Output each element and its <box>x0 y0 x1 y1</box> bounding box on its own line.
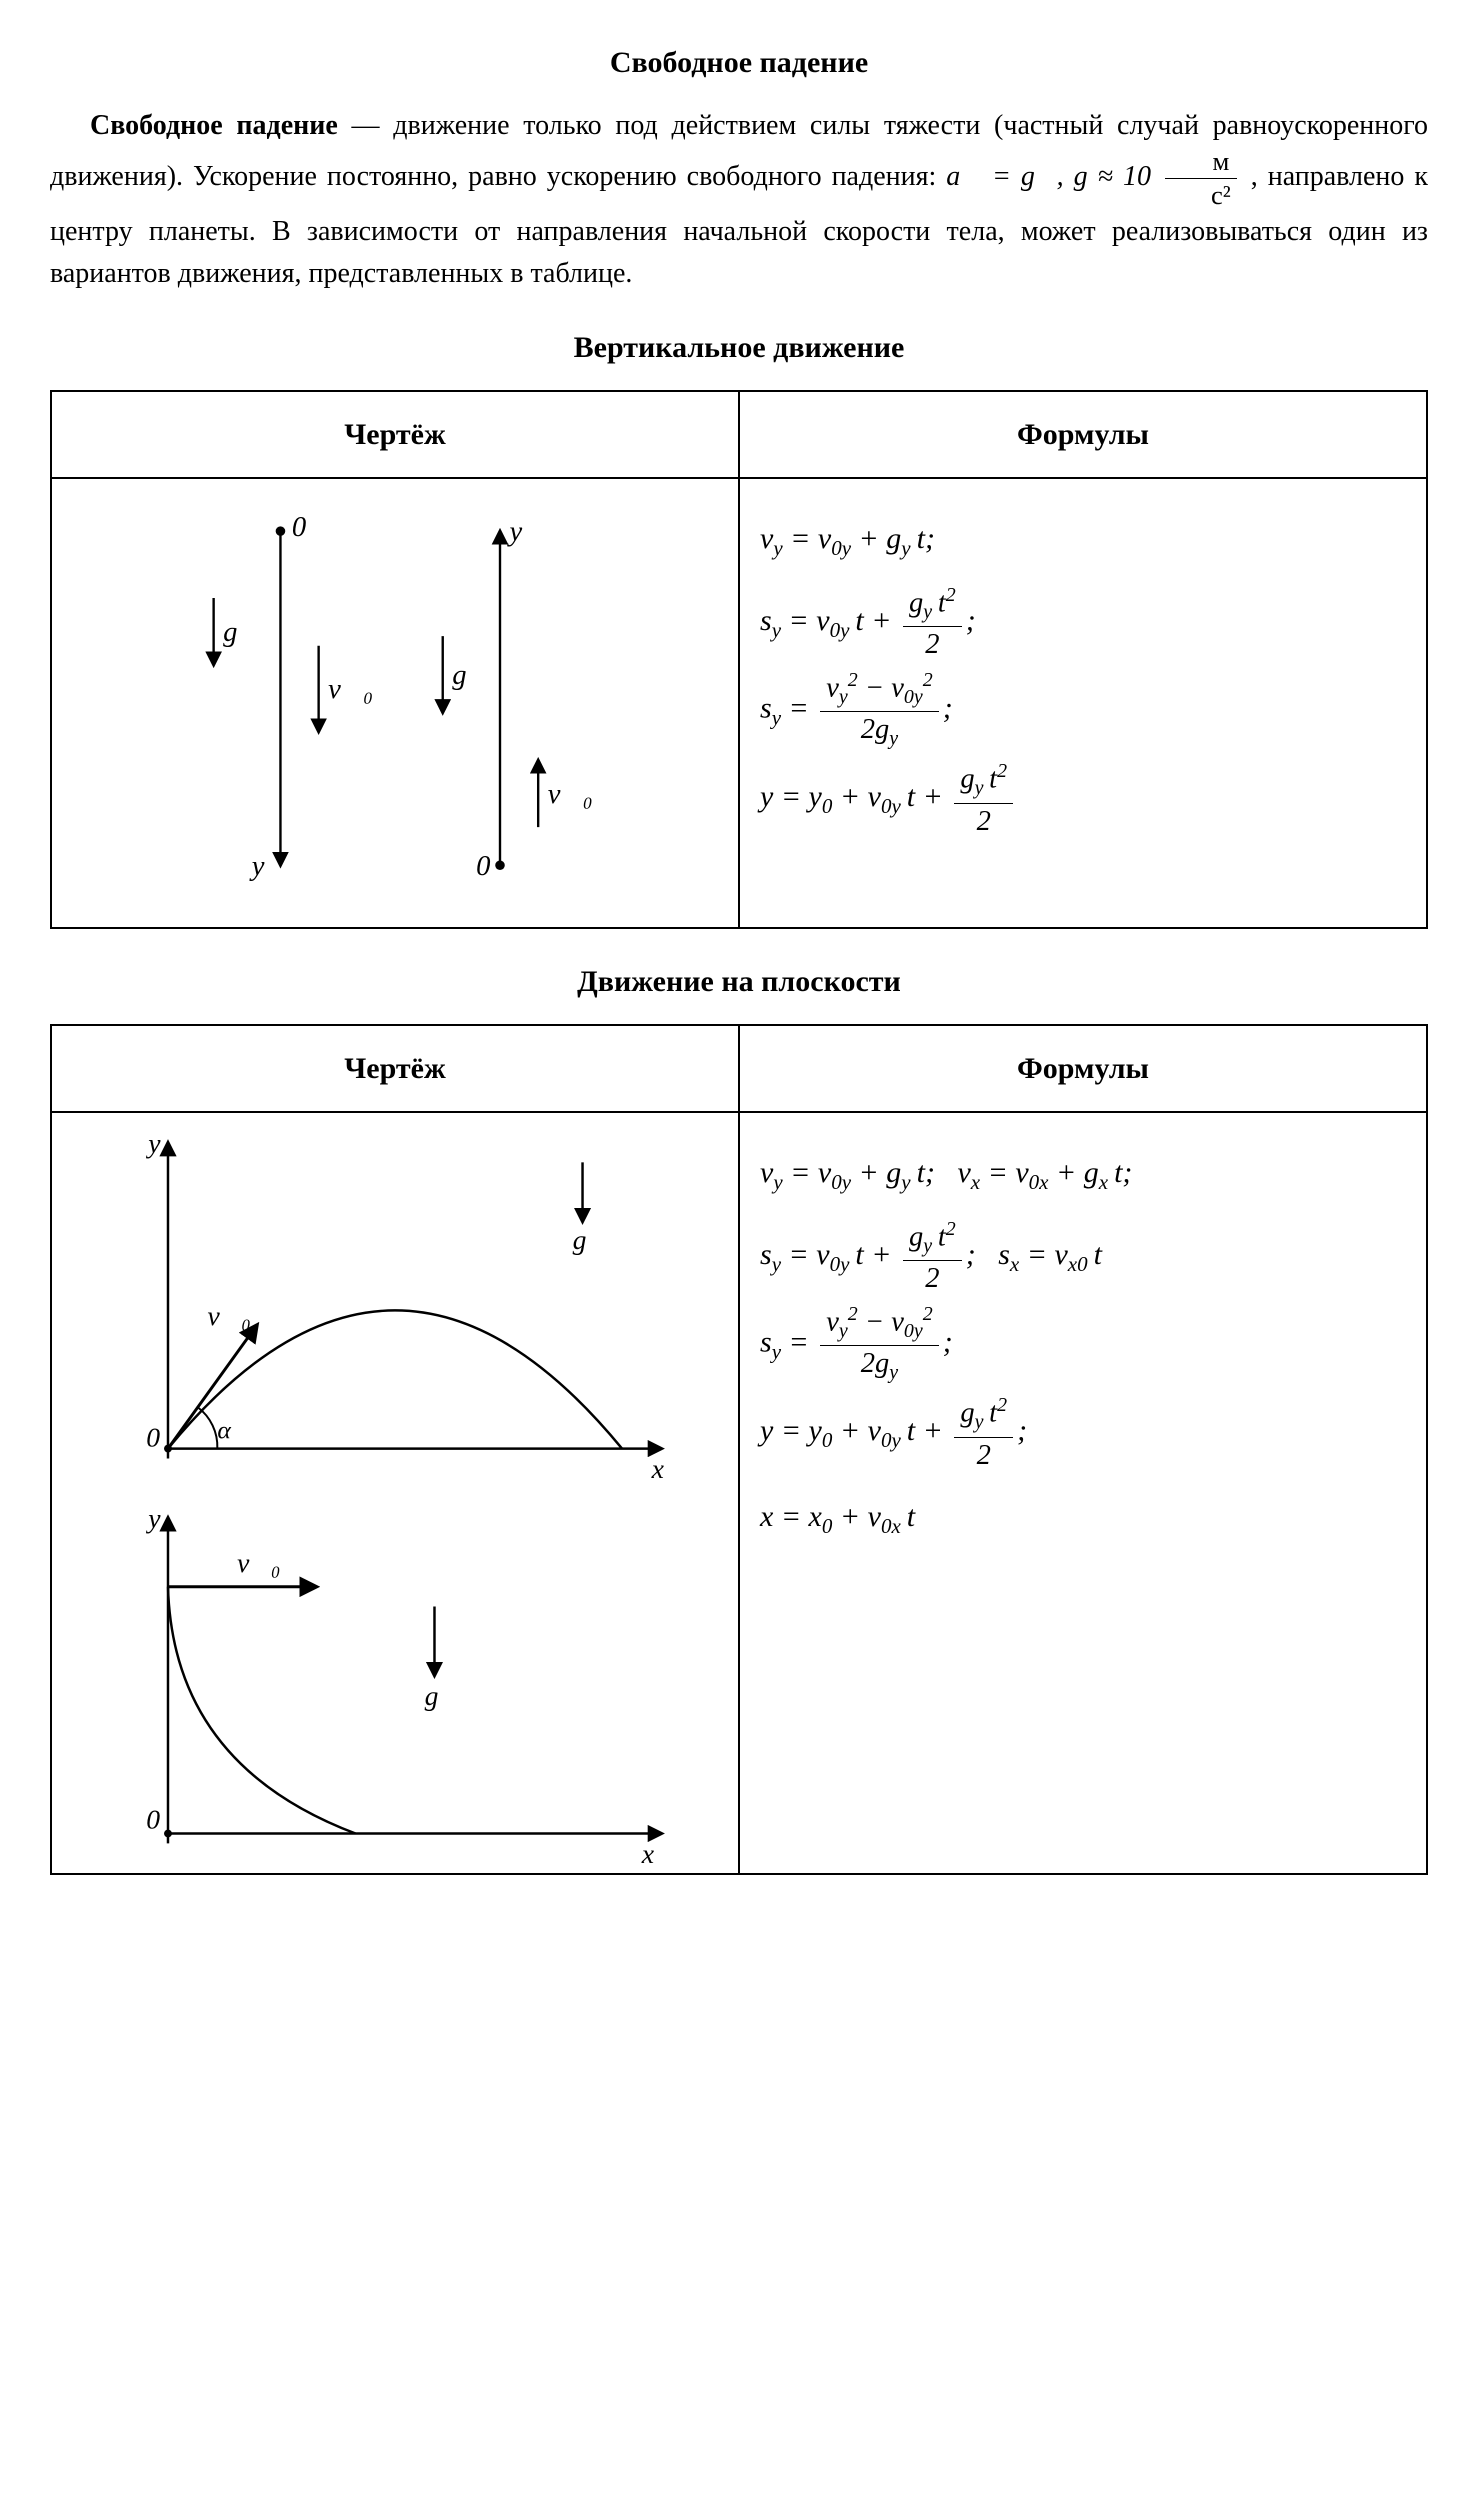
page-title: Свободное падение <box>50 40 1428 85</box>
formula-s1: sy = v0y t + gy t22; <box>760 585 1406 661</box>
header-formulas-2: Формулы <box>739 1025 1427 1112</box>
table-row: y x 0 v⃗₀ α g⃗ <box>51 1112 1427 1874</box>
header-diagram: Чертёж <box>51 391 739 478</box>
svg-text:α: α <box>217 1415 231 1444</box>
svg-text:g⃗: g⃗ <box>425 1680 460 1711</box>
svg-text:v⃗₀: v⃗₀ <box>207 1300 250 1331</box>
formula-y: y = y0 + v0y t + gy t22 <box>760 761 1406 837</box>
header-formulas: Формулы <box>739 391 1427 478</box>
unit-den: с² <box>1165 179 1237 210</box>
diagram-vertical: 0 y g⃗ v⃗₀ 0 y g⃗ v⃗₀ <box>51 478 739 928</box>
label-g: g⃗ <box>223 615 260 647</box>
formula-p2: sy = v0y t + gy t22; sx = vx0 t <box>760 1219 1406 1295</box>
formula-p4: y = y0 + v0y t + gy t22; <box>760 1395 1406 1471</box>
svg-text:0: 0 <box>146 1421 160 1452</box>
vertical-motion-svg: 0 y g⃗ v⃗₀ 0 y g⃗ v⃗₀ <box>72 493 718 913</box>
svg-text:0: 0 <box>146 1803 160 1834</box>
diagram-plane: y x 0 v⃗₀ α g⃗ <box>51 1112 739 1874</box>
formula-s2: sy = vy2 − v0y22gy; <box>760 670 1406 751</box>
svg-text:y: y <box>145 1502 161 1533</box>
label-y-2: y <box>507 515 523 547</box>
formula-v: vy = v0y + gy t; <box>760 503 1406 575</box>
svg-text:x: x <box>651 1453 665 1484</box>
table-header-row: Чертёж Формулы <box>51 391 1427 478</box>
label-g-2: g⃗ <box>452 658 489 690</box>
label-zero: 0 <box>292 510 306 542</box>
unit-num: м <box>1165 147 1237 179</box>
table-header-row: Чертёж Формулы <box>51 1025 1427 1112</box>
formula-p5: x = x0 + v0x t <box>760 1481 1406 1553</box>
table-vertical: Чертёж Формулы 0 y g⃗ v⃗₀ <box>50 390 1428 929</box>
label-y: y <box>249 849 265 881</box>
svg-text:g⃗: g⃗ <box>573 1224 608 1255</box>
plane-motion-svg: y x 0 v⃗₀ α g⃗ <box>52 1113 738 1873</box>
svg-text:x: x <box>641 1838 655 1869</box>
intro-term: Свободное падение <box>90 110 338 141</box>
formulas-vertical: vy = v0y + gy t; sy = v0y t + gy t22; sy… <box>739 478 1427 928</box>
intro-paragraph: Свободное падение — движение только под … <box>50 105 1428 295</box>
table-plane: Чертёж Формулы y x 0 <box>50 1024 1428 1875</box>
section1-title: Вертикальное движение <box>50 325 1428 370</box>
formula-p1: vy = v0y + gy t; vx = v0x + gx t; <box>760 1137 1406 1209</box>
section2-title: Движение на плоскости <box>50 959 1428 1004</box>
label-zero-2: 0 <box>476 849 490 881</box>
label-v0-2: v⃗₀ <box>548 778 593 810</box>
formulas-plane: vy = v0y + gy t; vx = v0x + gx t; sy = v… <box>739 1112 1427 1874</box>
svg-text:y: y <box>145 1127 161 1158</box>
table-row: 0 y g⃗ v⃗₀ 0 y g⃗ v⃗₀ <box>51 478 1427 928</box>
svg-text:v⃗₀: v⃗₀ <box>237 1546 280 1577</box>
intro-formula: a⃗ = g⃗, g ≈ 10 <box>946 161 1161 192</box>
header-diagram-2: Чертёж <box>51 1025 739 1112</box>
formula-p3: sy = vy2 − v0y22gy; <box>760 1304 1406 1385</box>
label-v0: v⃗₀ <box>328 673 373 705</box>
